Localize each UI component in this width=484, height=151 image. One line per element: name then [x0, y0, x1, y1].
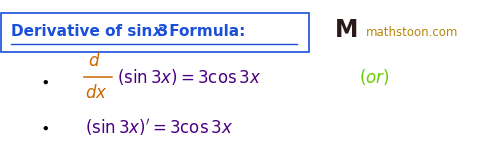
Text: $\bullet$: $\bullet$	[40, 120, 49, 135]
Text: x: x	[153, 24, 163, 39]
Text: mathstoon.com: mathstoon.com	[365, 26, 458, 39]
Text: $(\sin 3x) = 3\cos 3x$: $(\sin 3x) = 3\cos 3x$	[116, 67, 260, 87]
Text: $\bullet$: $\bullet$	[40, 74, 49, 89]
Text: Derivative of sin 3: Derivative of sin 3	[11, 24, 168, 39]
Text: $(or)$: $(or)$	[358, 67, 389, 87]
Text: Formula:: Formula:	[163, 24, 244, 39]
Text: $dx$: $dx$	[85, 84, 108, 102]
Text: $(\sin 3x)' = 3\cos 3x$: $(\sin 3x)' = 3\cos 3x$	[85, 117, 233, 138]
FancyBboxPatch shape	[1, 13, 308, 52]
Text: M: M	[334, 18, 358, 42]
Text: $d$: $d$	[88, 52, 100, 70]
